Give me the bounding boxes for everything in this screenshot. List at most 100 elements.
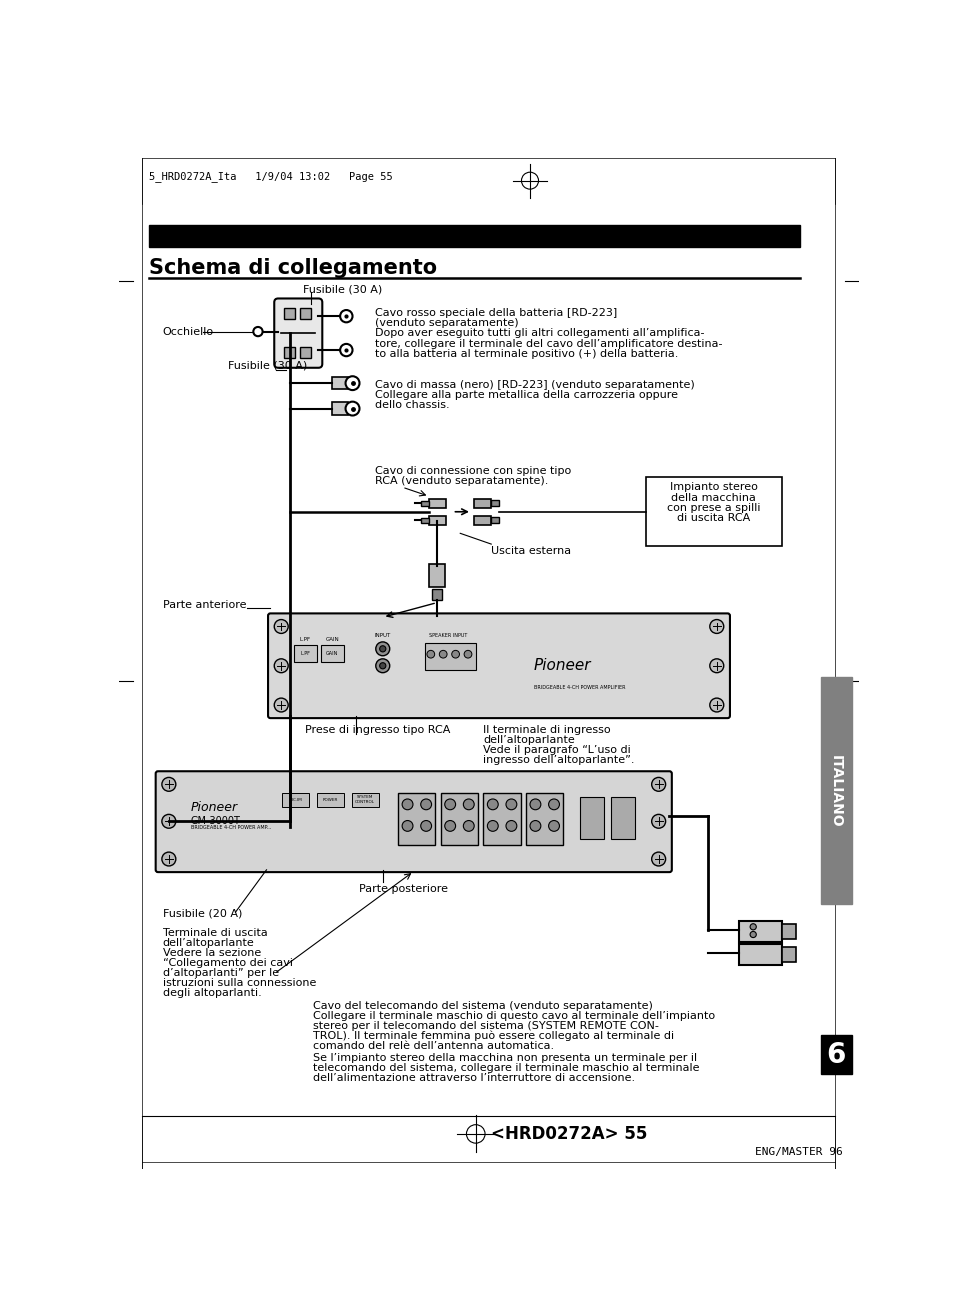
Text: ENG/MASTER 96: ENG/MASTER 96 [754,1148,841,1157]
Text: Impianto stereo: Impianto stereo [669,482,757,492]
Bar [820,1036,851,1074]
Bar [781,947,795,962]
Text: ITALIANO: ITALIANO [828,755,842,827]
Text: dell’altoparlante: dell’altoparlante [162,937,254,948]
Text: GAIN: GAIN [325,637,339,642]
Circle shape [162,852,175,867]
Circle shape [452,650,459,658]
Text: Prese di ingresso tipo RCA: Prese di ingresso tipo RCA [305,725,450,735]
Circle shape [162,814,175,829]
Text: (venduto separatamente): (venduto separatamente) [375,318,518,328]
Text: ingresso dell’altoparlante”.: ingresso dell’altoparlante”. [483,755,635,765]
Text: SYSTEM
CONTROL: SYSTEM CONTROL [355,796,375,804]
Text: BRIDGEABLE 4-CH POWER AMPLIFIER: BRIDGEABLE 4-CH POWER AMPLIFIER [534,685,625,689]
Text: 6: 6 [825,1041,845,1069]
Circle shape [340,344,353,356]
Text: <HRD0272A> 55: <HRD0272A> 55 [491,1125,647,1142]
Circle shape [375,642,390,655]
Text: stereo per il telecomando del sistema (SYSTEM REMOTE CON-: stereo per il telecomando del sistema (S… [313,1020,659,1031]
Bar [429,565,444,587]
Text: GAIN: GAIN [326,651,338,656]
Text: Schema di collegamento: Schema di collegamento [149,257,436,277]
Text: tore, collegare il terminale del cavo dell’amplificatore destina-: tore, collegare il terminale del cavo de… [375,339,721,348]
Bar [645,477,781,546]
Text: Uscita esterna: Uscita esterna [491,546,571,557]
Bar [284,347,294,357]
Bar [284,309,294,319]
Circle shape [505,821,517,831]
Circle shape [709,620,723,633]
Text: degli altoparlanti.: degli altoparlanti. [162,987,261,998]
Bar [429,516,446,525]
Circle shape [749,924,756,930]
Bar [474,499,491,508]
Bar [611,797,634,839]
Bar [525,793,562,846]
Circle shape [375,659,390,672]
Text: Collegare il terminale maschio di questo cavo al terminale dell’impianto: Collegare il terminale maschio di questo… [313,1011,715,1020]
FancyBboxPatch shape [268,613,729,718]
Text: Parte posteriore: Parte posteriore [359,884,448,894]
Circle shape [444,800,456,810]
Bar [474,516,491,525]
Text: GM-3000T: GM-3000T [191,815,240,826]
Bar [332,377,348,390]
Circle shape [651,852,665,867]
Text: Parte anteriore: Parte anteriore [162,600,246,611]
Bar [579,797,603,839]
Bar [397,793,435,846]
Text: RCA (venduto separatamente).: RCA (venduto separatamente). [375,475,548,486]
Text: Fusibile (30 A): Fusibile (30 A) [303,285,382,294]
Text: Pioneer: Pioneer [191,801,237,814]
Circle shape [709,699,723,712]
Circle shape [402,821,413,831]
Circle shape [439,650,447,658]
Text: TROL). Il terminale femmina può essere collegato al terminale di: TROL). Il terminale femmina può essere c… [313,1031,674,1041]
Text: Collegare alla parte metallica della carrozzeria oppure: Collegare alla parte metallica della car… [375,390,678,400]
Circle shape [487,800,497,810]
Bar [820,678,851,905]
Text: Dopo aver eseguito tutti gli altri collegamenti all’amplifica-: Dopo aver eseguito tutti gli altri colle… [375,328,703,339]
Text: Se l’impianto stereo della macchina non presenta un terminale per il: Se l’impianto stereo della macchina non … [313,1053,697,1064]
Bar [421,502,429,506]
Text: to alla batteria al terminale positivo (+) della batteria.: to alla batteria al terminale positivo (… [375,348,678,358]
Bar [282,793,309,806]
Text: Vedere la sezione: Vedere la sezione [162,948,260,957]
Bar [491,500,498,507]
Bar [149,226,799,247]
Text: dello chassis.: dello chassis. [375,400,449,410]
Text: Terminale di uscita: Terminale di uscita [162,927,267,937]
Circle shape [548,821,558,831]
Bar [739,944,781,965]
Circle shape [464,650,472,658]
Circle shape [463,800,474,810]
Circle shape [340,310,353,322]
Text: Cavo rosso speciale della batteria [RD-223]: Cavo rosso speciale della batteria [RD-2… [375,307,617,318]
Bar [316,793,344,806]
Text: Vede il paragrafo “L’uso di: Vede il paragrafo “L’uso di [483,744,631,755]
Bar [491,517,498,524]
Text: L.PF: L.PF [299,637,311,642]
Text: Cavo di massa (nero) [RD-223] (venduto separatamente): Cavo di massa (nero) [RD-223] (venduto s… [375,379,694,390]
Text: Cavo di connessione con spine tipo: Cavo di connessione con spine tipo [375,466,571,475]
Circle shape [749,931,756,937]
FancyBboxPatch shape [155,771,671,872]
Text: con prese a spilli: con prese a spilli [666,503,760,512]
Text: Il terminale di ingresso: Il terminale di ingresso [483,725,611,735]
Circle shape [274,699,288,712]
Text: dell’alimentazione attraverso l’interruttore di accensione.: dell’alimentazione attraverso l’interrut… [313,1073,635,1083]
Circle shape [420,800,431,810]
Text: 5_HRD0272A_Ita   1/9/04 13:02   Page 55: 5_HRD0272A_Ita 1/9/04 13:02 Page 55 [149,172,392,183]
Bar [739,920,781,943]
Bar [320,645,344,662]
Circle shape [345,377,359,390]
Circle shape [274,620,288,633]
Circle shape [463,821,474,831]
Text: FRC.IM: FRC.IM [288,798,302,802]
Text: telecomando del sistema, collegare il terminale maschio al terminale: telecomando del sistema, collegare il te… [313,1064,699,1073]
Text: comando del relè dell’antenna automatica.: comando del relè dell’antenna automatica… [313,1041,554,1050]
Circle shape [505,800,517,810]
Bar [332,402,348,415]
Bar [432,588,441,600]
Circle shape [530,800,540,810]
